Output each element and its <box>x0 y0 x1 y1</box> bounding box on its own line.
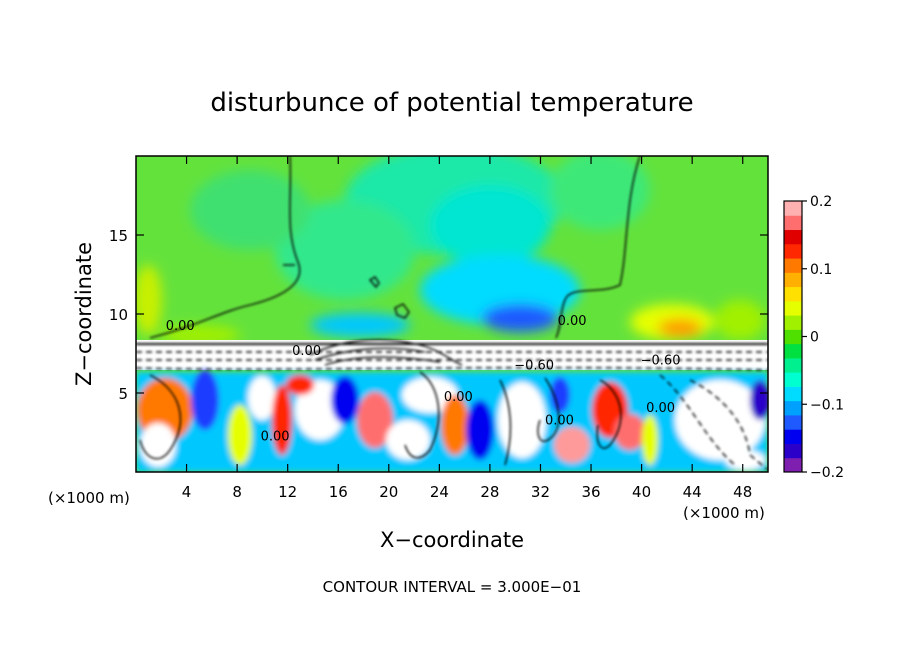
x-unit-left: (×1000 m) <box>48 489 130 507</box>
contour-label: 0.00 <box>261 429 290 444</box>
x-tick-label: 16 <box>329 483 348 501</box>
contour-label: −0.60 <box>514 358 554 373</box>
y-tick-label: 15 <box>109 227 128 245</box>
x-tick-label: 44 <box>683 483 702 501</box>
x-tick-label: 32 <box>531 483 550 501</box>
colorbar-tick-label: 0.1 <box>810 262 832 278</box>
plot-area: 0.00 0.00 0.00 −0.60 −0.60 0.00 0.00 0.00 0.00 <box>136 156 768 472</box>
colorbar-segment <box>784 457 802 473</box>
contour-label: −0.60 <box>641 354 681 369</box>
colorbar-segment <box>784 443 802 459</box>
x-tick-label: 20 <box>379 483 398 501</box>
contour-interval-footer: CONTOUR INTERVAL = 3.000E−01 <box>323 578 582 596</box>
colorbar-segment <box>784 414 802 430</box>
x-tick-label: 28 <box>480 483 499 501</box>
colorbar-segment <box>784 315 802 330</box>
y-axis-label: Z−coordinate <box>72 242 96 386</box>
colorbar-segment <box>784 372 802 387</box>
colorbar-segment <box>784 400 802 416</box>
contour-labels: 0.00 0.00 0.00 −0.60 −0.60 0.00 0.00 0.00 0.00 <box>166 314 681 444</box>
colorbar-segment <box>784 329 802 345</box>
contour-lines <box>136 156 768 471</box>
colorbar-tick-label: 0.2 <box>810 194 832 210</box>
contour-label: 0.00 <box>558 314 587 329</box>
colorbar-segment <box>784 272 802 288</box>
contour-label: 0.00 <box>444 390 473 405</box>
contour-label: 0.00 <box>292 344 321 359</box>
colorbar-segment <box>784 201 802 216</box>
colorbar-segment <box>784 343 802 359</box>
x-axis-label: X−coordinate <box>380 528 524 552</box>
colorbar-segment <box>784 357 802 373</box>
x-tick-label: 40 <box>632 483 651 501</box>
x-tick-label: 36 <box>581 483 600 501</box>
contour-label: 0.00 <box>545 414 574 429</box>
x-unit-right: (×1000 m) <box>683 504 765 522</box>
x-tick-label: 24 <box>430 483 449 501</box>
chart-title: disturbunce of potential temperature <box>210 88 693 118</box>
colorbar-segment <box>784 215 802 231</box>
colorbar-tick-label: −0.2 <box>810 465 844 481</box>
colorbar-segment <box>784 258 802 273</box>
y-axis: 5 10 15 <box>109 227 768 403</box>
colorbar-segment <box>784 429 802 444</box>
colorbar-segment <box>784 300 802 316</box>
colorbar-tick-label: 0 <box>810 330 819 346</box>
y-tick-label: 10 <box>109 306 128 324</box>
contour-label: 0.00 <box>646 401 675 416</box>
upper-field <box>136 156 765 345</box>
x-axis: 4 8 12 16 20 24 28 32 36 40 44 48 <box>182 156 752 501</box>
colorbar-tick-label: −0.1 <box>810 397 844 413</box>
colorbar-segment <box>784 386 802 402</box>
x-tick-label: 12 <box>278 483 297 501</box>
colorbar-segment <box>784 229 802 245</box>
x-tick-label: 8 <box>232 483 242 501</box>
colorbar: 0.2 0.1 0 −0.1 −0.2 <box>783 194 844 481</box>
colorbar-segment <box>784 243 802 259</box>
x-tick-label: 48 <box>733 483 752 501</box>
x-tick-label: 4 <box>182 483 192 501</box>
contour-label: 0.00 <box>166 319 195 334</box>
lower-field <box>136 370 768 472</box>
y-tick-label: 5 <box>118 385 128 403</box>
colorbar-segment <box>784 286 802 302</box>
